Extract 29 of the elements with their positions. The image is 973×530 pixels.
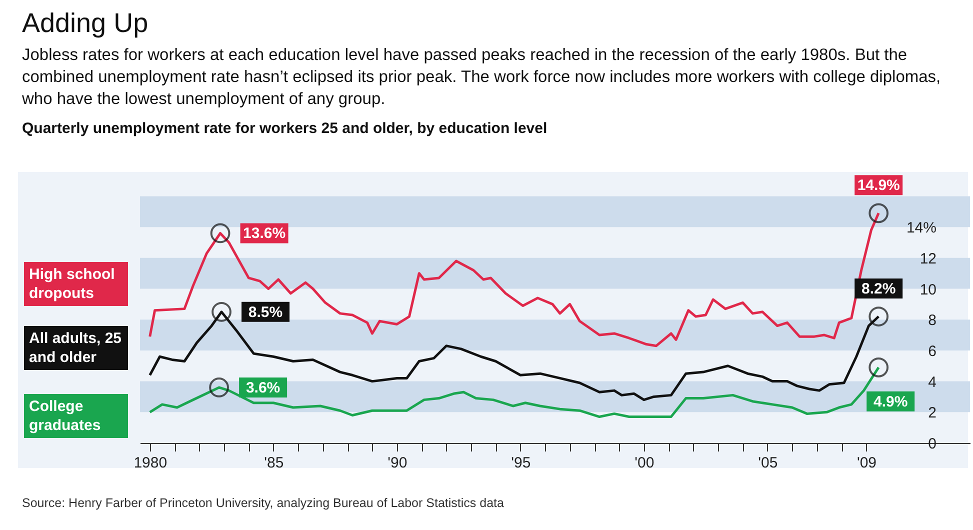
y-tick-label: 10 bbox=[920, 281, 936, 298]
x-tick-label: 1980 bbox=[134, 454, 168, 472]
x-tick-label: '00 bbox=[634, 454, 654, 472]
y-tick-label: 14% bbox=[906, 220, 936, 237]
data-label: 3.6% bbox=[246, 379, 280, 396]
y-tick-label: 2 bbox=[928, 404, 936, 422]
x-tick-label: '85 bbox=[264, 454, 284, 472]
chart-subtitle: Jobless rates for workers at each education level have passed peaks reached in the recession of the early 1980s. But the combined unemployment rate hasn’t eclipsed its prior peak. The work force now includes more workers with college diplomas, who have the lowest unemployment of any group. bbox=[22, 45, 942, 110]
data-label: 4.9% bbox=[874, 393, 908, 410]
data-label: 13.6% bbox=[243, 225, 286, 242]
source-note: Source: Henry Farber of Princeton University, analyzing Bureau of Labor Statistics data bbox=[22, 496, 504, 510]
y-tick-label: 4 bbox=[928, 374, 936, 391]
x-tick-label: '95 bbox=[511, 454, 531, 472]
series-label: All adults, 25 and older bbox=[24, 326, 128, 370]
data-label: 8.5% bbox=[248, 304, 283, 321]
y-tick-label: 12 bbox=[920, 250, 936, 268]
point bbox=[868, 306, 889, 326]
chart-title: Adding Up bbox=[22, 8, 148, 39]
y-tick-label: 8 bbox=[928, 312, 936, 330]
point bbox=[212, 302, 232, 322]
x-tick-label: '90 bbox=[388, 454, 408, 472]
y-axis-title: Quarterly unemployment rate for workers 25 and older, by education level bbox=[22, 120, 548, 137]
data-label: 14.9% bbox=[857, 177, 900, 194]
data-label: 8.2% bbox=[862, 280, 896, 298]
y-tick-label: 6 bbox=[928, 342, 936, 360]
x-tick-label: '09 bbox=[856, 454, 877, 472]
text: High school dropouts bbox=[24, 262, 128, 306]
x-tick-label: '05 bbox=[758, 454, 778, 472]
text: College graduates bbox=[24, 394, 128, 438]
